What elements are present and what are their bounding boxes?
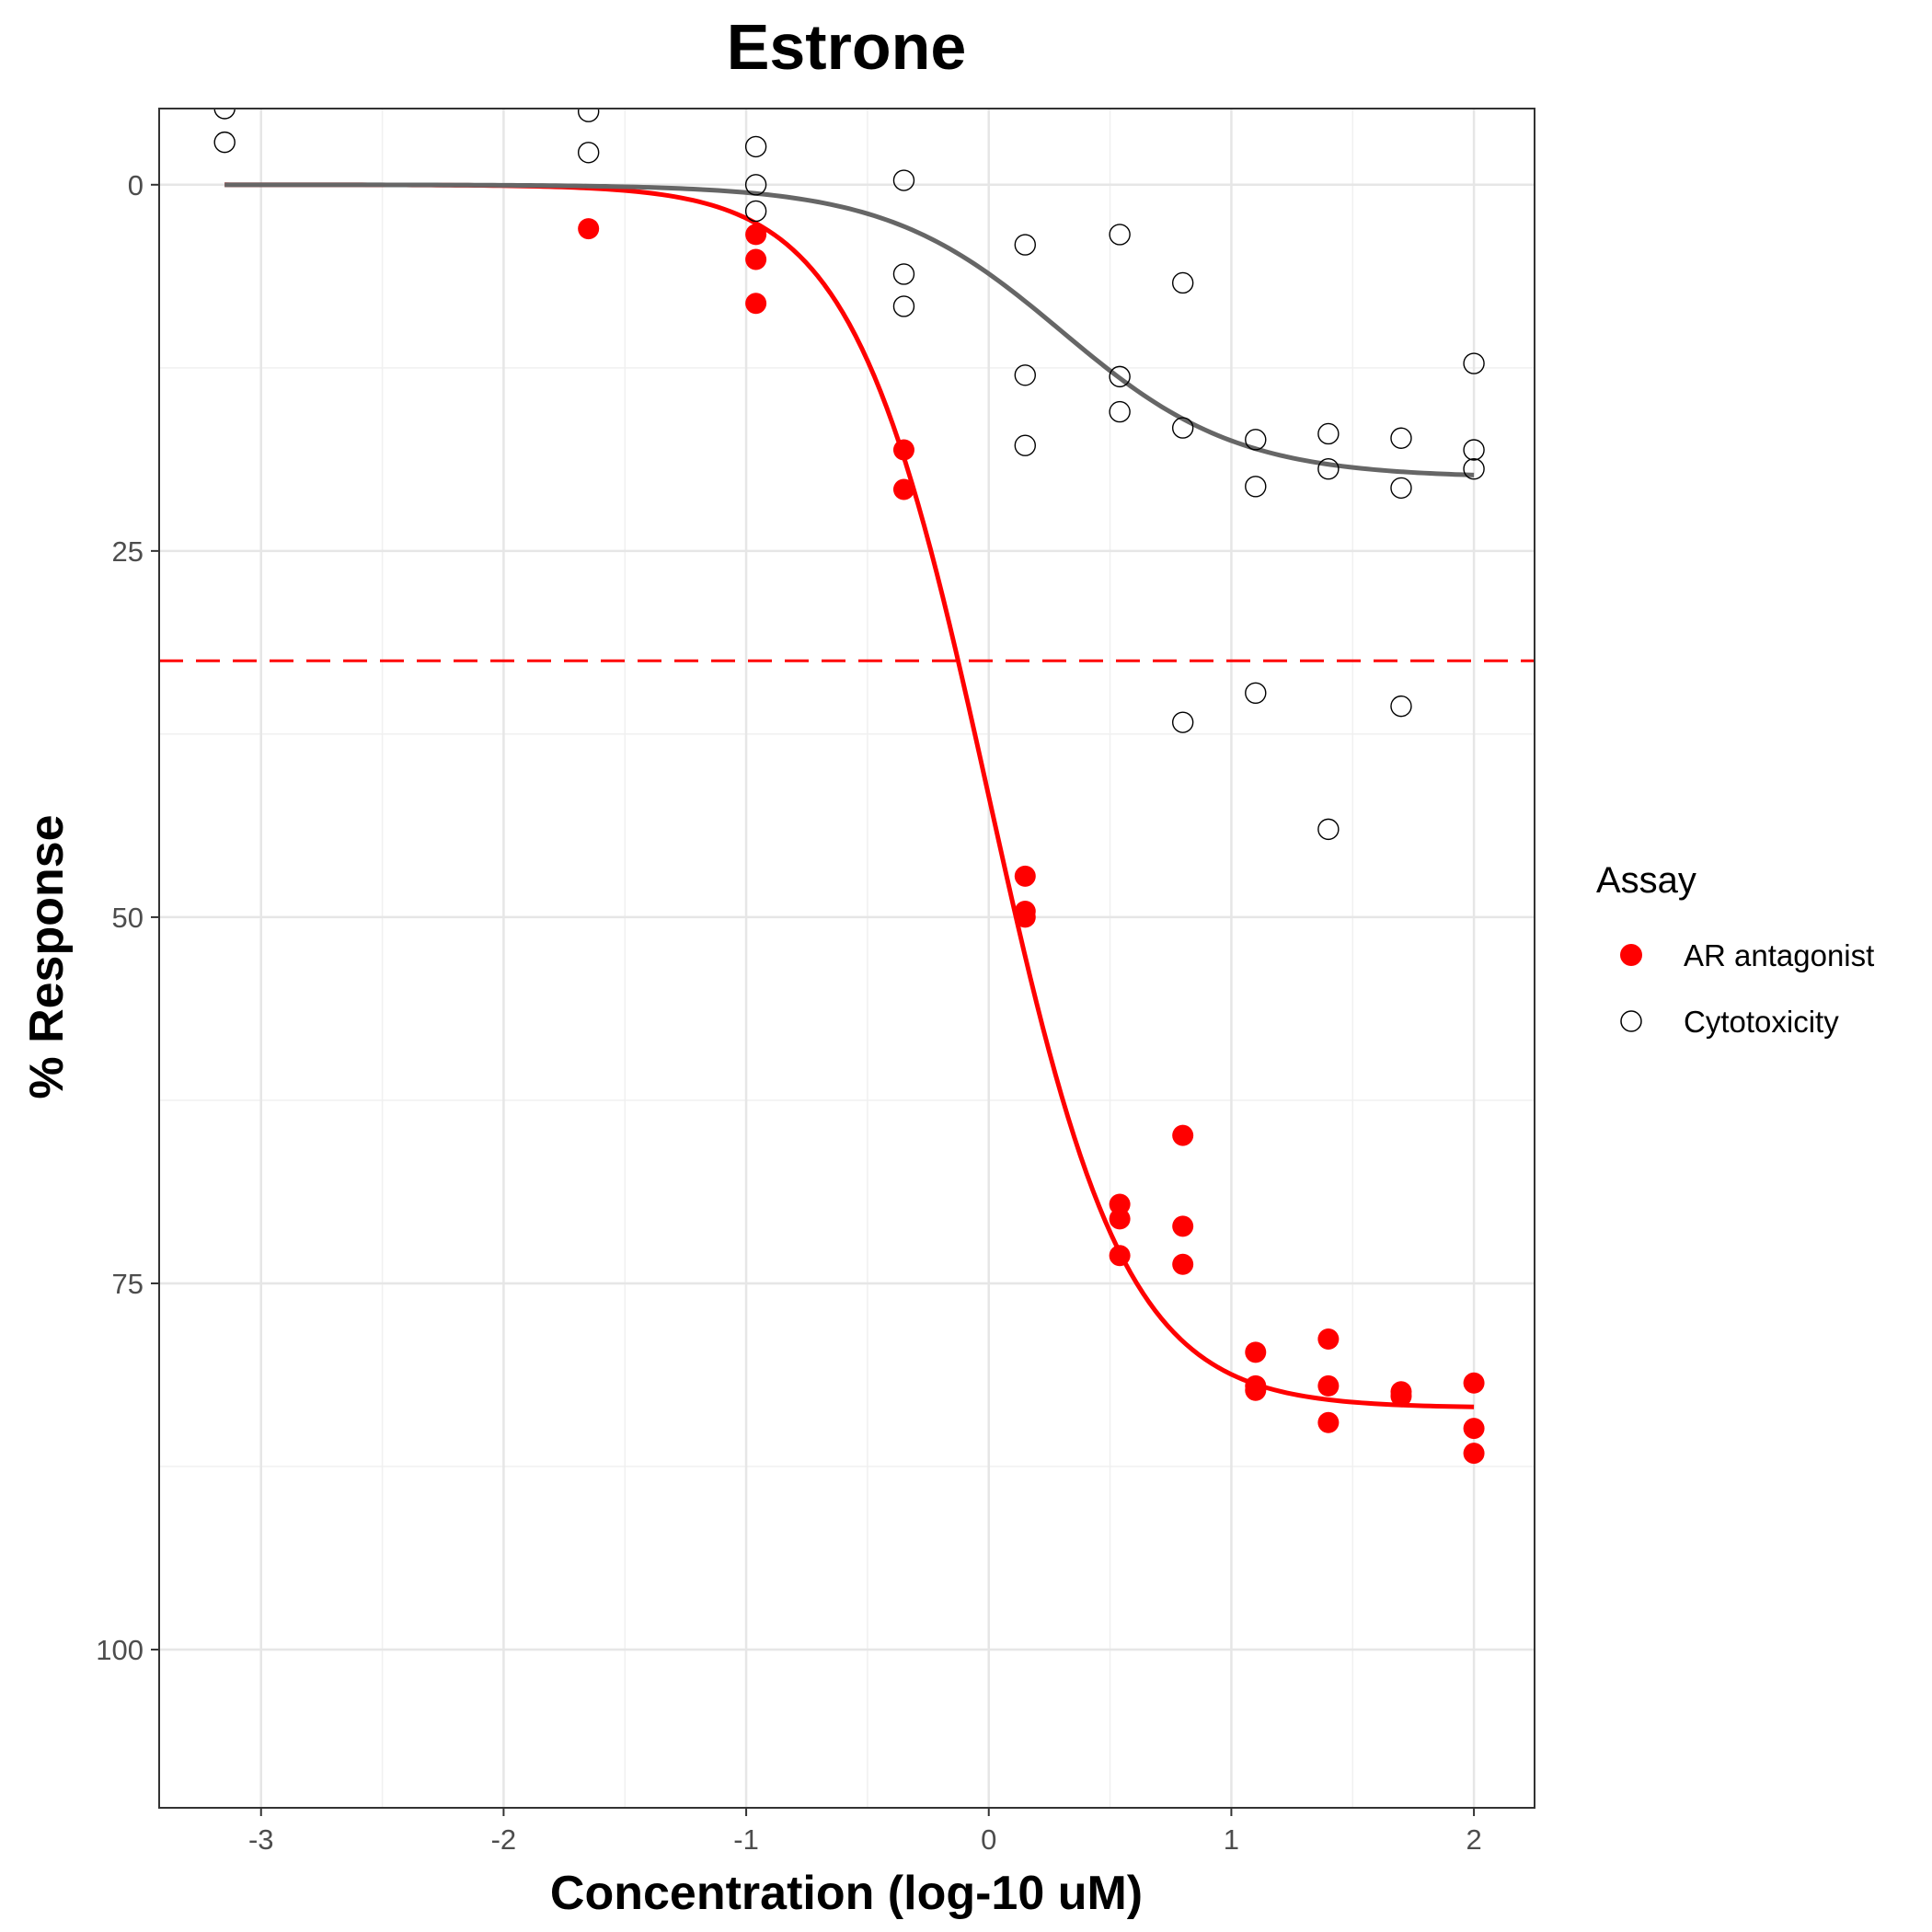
point-cytotoxicity bbox=[1463, 439, 1485, 461]
point-ar-antagonist bbox=[745, 293, 767, 315]
x-axis-title: Concentration (log-10 uM) bbox=[550, 1867, 1143, 1920]
point-ar-antagonist bbox=[1172, 1124, 1194, 1146]
point-cytotoxicity bbox=[744, 135, 767, 158]
point-cytotoxicity bbox=[1109, 400, 1131, 423]
point-cytotoxicity bbox=[1390, 477, 1412, 500]
point-cytotoxicity bbox=[1109, 365, 1131, 388]
x-tick-label: 0 bbox=[981, 1823, 996, 1856]
chart-title: Estrone bbox=[727, 11, 967, 83]
point-cytotoxicity bbox=[1390, 427, 1412, 449]
point-cytotoxicity bbox=[577, 109, 600, 122]
point-cytotoxicity bbox=[213, 109, 236, 120]
point-ar-antagonist bbox=[892, 439, 914, 461]
point-cytotoxicity bbox=[577, 142, 600, 164]
point-ar-antagonist bbox=[892, 478, 914, 500]
point-ar-antagonist bbox=[1109, 1193, 1131, 1215]
point-ar-antagonist bbox=[745, 248, 767, 270]
x-tick-label: -2 bbox=[491, 1823, 517, 1856]
point-cytotoxicity bbox=[892, 295, 915, 317]
y-tick-label: 25 bbox=[112, 535, 144, 568]
legend-label-cytotoxicity: Cytotoxicity bbox=[1684, 1005, 1839, 1039]
point-cytotoxicity bbox=[1463, 352, 1485, 374]
legend-label-ar-antagonist: AR antagonist bbox=[1684, 938, 1874, 972]
x-tick-label: 2 bbox=[1466, 1823, 1481, 1856]
point-ar-antagonist bbox=[745, 224, 767, 246]
point-cytotoxicity bbox=[1171, 271, 1194, 294]
fit-curve-cytotoxicity bbox=[224, 182, 1475, 477]
point-ar-antagonist bbox=[1245, 1341, 1267, 1363]
point-cytotoxicity bbox=[892, 263, 915, 285]
y-tick-label: 100 bbox=[96, 1634, 144, 1666]
point-ar-antagonist bbox=[1014, 865, 1036, 887]
legend-title: Assay bbox=[1596, 860, 1696, 901]
y-tick-label: 75 bbox=[112, 1268, 144, 1300]
x-tick-label: -1 bbox=[733, 1823, 759, 1856]
point-cytotoxicity bbox=[1245, 476, 1267, 498]
point-ar-antagonist bbox=[1317, 1411, 1340, 1433]
point-cytotoxicity bbox=[1317, 818, 1340, 841]
point-ar-antagonist bbox=[1172, 1253, 1194, 1275]
point-ar-antagonist bbox=[1463, 1443, 1485, 1465]
legend: Assay AR antagonist Cytotoxicity bbox=[1596, 860, 1874, 1039]
x-tick-label: 1 bbox=[1224, 1823, 1239, 1856]
point-cytotoxicity bbox=[1317, 457, 1340, 480]
point-ar-antagonist bbox=[578, 218, 600, 240]
point-cytotoxicity bbox=[1014, 234, 1036, 256]
point-cytotoxicity bbox=[213, 131, 236, 154]
point-ar-antagonist bbox=[1172, 1215, 1194, 1237]
y-axis-ticks: 0 25 50 75 100 bbox=[96, 169, 159, 1666]
y-axis-title: % Response bbox=[20, 814, 74, 1098]
data-points bbox=[213, 109, 1485, 1465]
legend-key-ar-antagonist bbox=[1620, 944, 1642, 966]
plot-panel-background bbox=[159, 109, 1535, 1808]
point-ar-antagonist bbox=[1390, 1386, 1412, 1408]
x-axis-ticks: -3 -2 -1 0 1 2 bbox=[248, 1808, 1482, 1856]
point-cytotoxicity bbox=[744, 200, 767, 223]
point-ar-antagonist bbox=[1463, 1372, 1485, 1394]
point-ar-antagonist bbox=[1245, 1379, 1267, 1401]
point-cytotoxicity bbox=[1390, 695, 1412, 718]
point-cytotoxicity bbox=[892, 169, 915, 191]
point-cytotoxicity bbox=[1171, 417, 1194, 439]
point-ar-antagonist bbox=[1109, 1245, 1131, 1267]
point-cytotoxicity bbox=[1171, 711, 1194, 733]
y-tick-label: 50 bbox=[112, 902, 144, 934]
point-ar-antagonist bbox=[1463, 1418, 1485, 1440]
x-tick-label: -3 bbox=[248, 1823, 274, 1856]
point-cytotoxicity bbox=[1245, 682, 1267, 705]
point-ar-antagonist bbox=[1317, 1374, 1340, 1397]
point-cytotoxicity bbox=[1109, 224, 1131, 246]
legend-key-cytotoxicity bbox=[1620, 1010, 1642, 1032]
point-ar-antagonist bbox=[1317, 1328, 1340, 1350]
point-cytotoxicity bbox=[1014, 364, 1036, 386]
point-cytotoxicity bbox=[1014, 434, 1036, 456]
point-cytotoxicity bbox=[744, 174, 767, 196]
point-cytotoxicity bbox=[1463, 457, 1485, 480]
minor-gridlines bbox=[159, 109, 1535, 1808]
point-ar-antagonist bbox=[1109, 1208, 1131, 1230]
y-tick-label: 0 bbox=[128, 169, 144, 201]
point-cytotoxicity bbox=[1245, 429, 1267, 451]
point-cytotoxicity bbox=[1317, 422, 1340, 445]
plot-panel-border bbox=[158, 108, 1535, 1809]
point-ar-antagonist bbox=[1014, 906, 1036, 928]
